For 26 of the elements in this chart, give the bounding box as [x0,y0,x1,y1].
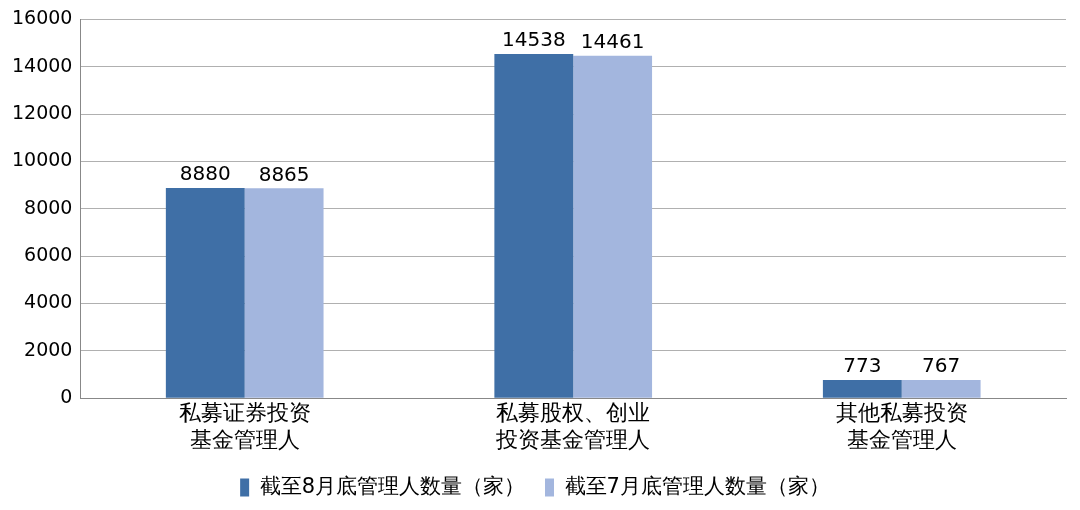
y-tick-label: 0 [60,385,73,408]
y-tick-label: 6000 [24,243,73,266]
x-tick-label: 私募证券投资基金管理人 [178,400,311,452]
y-tick-label: 2000 [24,337,73,360]
y-tick-label: 14000 [11,53,73,76]
bar [573,55,653,398]
data-label: 8865 [258,161,310,186]
data-label: 773 [843,353,882,378]
y-tick-label: 12000 [11,101,73,124]
data-label: 14538 [501,27,566,52]
data-label: 767 [922,353,961,378]
legend-label: 截至8月底管理人数量（家） [259,473,526,498]
bar [165,187,245,398]
y-tick-label: 8000 [24,195,73,218]
bar [244,188,324,398]
x-tick-label: 其他私募投资基金管理人 [835,400,968,452]
y-tick-label: 4000 [24,290,73,313]
bar [901,380,981,398]
bar [822,379,902,398]
bar [494,54,574,398]
y-tick-label: 10000 [11,148,73,171]
x-tick-label: 私募股权、创业投资基金管理人 [495,400,651,452]
y-tick-label: 16000 [11,6,73,29]
legend-label: 截至7月底管理人数量（家） [564,473,830,498]
data-label: 14461 [580,29,645,54]
data-label: 8880 [179,161,231,186]
